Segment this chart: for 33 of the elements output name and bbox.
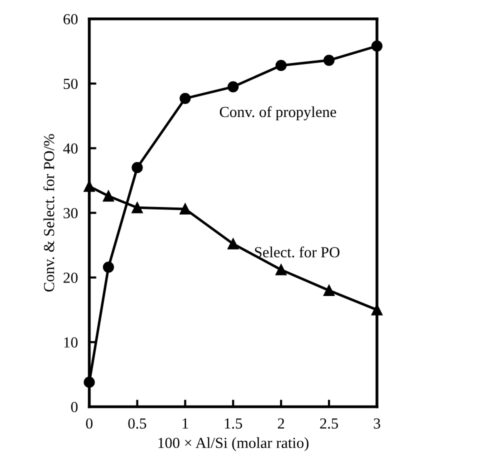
- series-label: Select. for PO: [254, 246, 340, 258]
- x-axis-title: 100 × Al/Si (molar ratio): [158, 437, 308, 452]
- point: [228, 81, 239, 92]
- point: [276, 264, 287, 276]
- point: [323, 54, 335, 66]
- y-tick-label: 30: [64, 208, 78, 218]
- x-tick-label: 0.5: [128, 418, 146, 429]
- y-axis-title: Conv. & Select. for PO/%: [43, 134, 54, 292]
- point: [228, 238, 239, 250]
- x-tick-label: 3: [374, 418, 380, 429]
- x-tick-label: 0: [86, 418, 93, 429]
- point: [84, 376, 95, 388]
- point: [132, 162, 143, 174]
- y-tick-label: 50: [64, 78, 78, 90]
- point: [180, 92, 191, 104]
- point: [371, 40, 383, 52]
- x-tick-label: 2.5: [320, 418, 338, 429]
- y-tick-label: 60: [64, 14, 78, 24]
- series-label: Conv. of propylene: [220, 106, 336, 120]
- point: [102, 190, 114, 202]
- point: [276, 60, 287, 72]
- point: [132, 202, 143, 214]
- point: [323, 284, 335, 296]
- y-tick-label: 0: [71, 402, 78, 412]
- point: [180, 203, 191, 215]
- y-tick-label: 40: [63, 143, 78, 154]
- y-tick-label: 20: [64, 272, 78, 283]
- point: [371, 304, 383, 316]
- y-tick-label: 10: [64, 337, 78, 348]
- x-tick-label: 1: [182, 418, 188, 428]
- point: [102, 262, 114, 273]
- x-tick-label: 1.5: [224, 418, 242, 429]
- x-tick-label: 2: [278, 418, 284, 428]
